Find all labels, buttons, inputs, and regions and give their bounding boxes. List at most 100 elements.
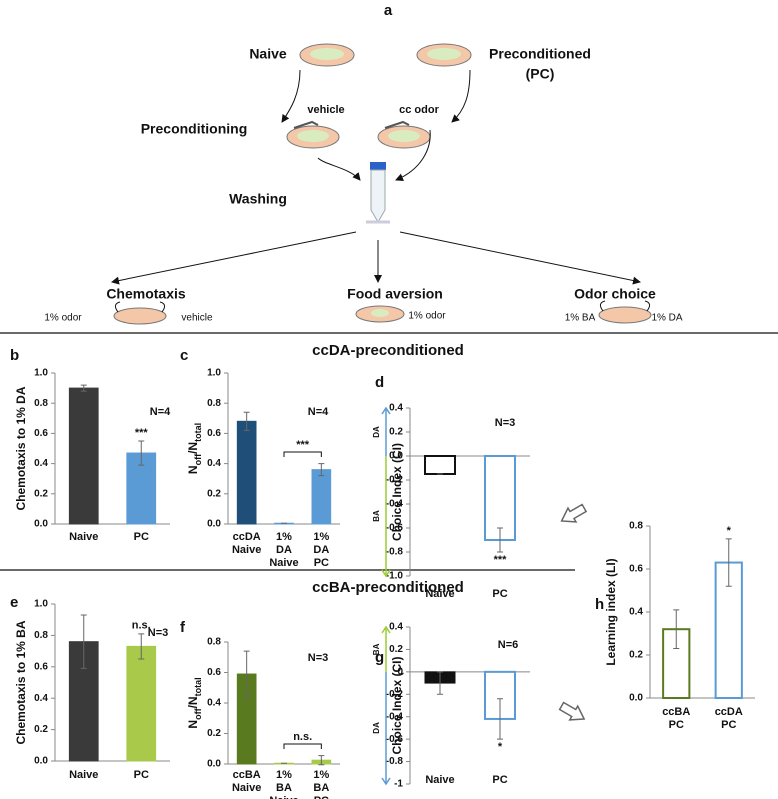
assay-label: 1% DA — [651, 313, 682, 324]
x-tick-label-line: PC — [669, 719, 684, 731]
arrow-head — [381, 777, 391, 786]
tube — [366, 162, 390, 224]
group-label: Naive — [249, 46, 287, 62]
x-tick-label-line: 1% — [313, 769, 329, 781]
dish — [598, 300, 652, 324]
panel-a: a Naive Preconditioned (PC) Precondition… — [44, 2, 683, 325]
assay-title: Food aversion — [347, 286, 443, 302]
panel-label: e — [10, 594, 18, 611]
x-tick-label-line: 1% — [276, 769, 292, 781]
x-tick-label-line: BA — [276, 782, 292, 794]
y-tick-label: 0.6 — [207, 667, 221, 678]
y-tick-label: 0.0 — [207, 759, 221, 770]
error-bar — [725, 538, 732, 587]
y-tick-label: -0.4 — [386, 499, 404, 510]
y-tick-label: 1.0 — [34, 599, 48, 610]
chart: g 0.4 0.2 0 -0.2 -0.4 -0.6 -0.8 -1 Choice Index (… — [372, 622, 530, 790]
x-tick-label-line: PC — [721, 719, 736, 731]
arrow — [281, 69, 301, 123]
direction-label: BA — [372, 510, 381, 522]
y-tick-label: 0.2 — [34, 488, 48, 499]
y-axis-label-part: N — [186, 465, 200, 474]
y-tick-label: 0.8 — [629, 521, 643, 532]
y-tick-label: 0.0 — [207, 519, 221, 530]
n-label: N=3 — [495, 417, 516, 429]
y-axis-label-part: Learning index (LI) — [604, 558, 618, 665]
y-axis-label-part: /N — [186, 442, 200, 454]
error-bar — [673, 609, 680, 650]
assay-label: 1% BA — [565, 313, 596, 324]
group-label: Preconditioned — [489, 46, 591, 62]
y-tick-label: 0.0 — [34, 756, 48, 767]
dish — [299, 43, 355, 67]
y-axis-label: Noff/Ntotal — [186, 677, 203, 728]
y-tick-label: 0.8 — [207, 637, 221, 648]
dish — [416, 43, 472, 67]
y-tick-label: 0.6 — [629, 564, 643, 575]
x-tick-label: Naive — [425, 588, 454, 600]
x-tick-label: 1% DA Naive — [269, 531, 298, 569]
error-bar — [80, 614, 87, 669]
significance: n.s. — [293, 731, 312, 743]
y-tick-label: -0.8 — [386, 756, 404, 767]
chart: d 0.4 0.2 0.0 -0.2 -0.4 -0.6 -0.8 -1.0 Choice Ind… — [372, 374, 530, 600]
bar — [424, 455, 456, 475]
bracket — [283, 743, 322, 749]
error-bar — [318, 463, 325, 477]
n-label: N=3 — [148, 627, 169, 639]
y-tick-label: -1.0 — [386, 571, 404, 582]
arrow — [395, 129, 431, 181]
y-tick-label: 0.6 — [207, 428, 221, 439]
x-tick-label: ccBA PC — [662, 706, 690, 731]
y-tick-label: 0.4 — [389, 403, 403, 414]
step-label: Washing — [229, 191, 287, 207]
y-tick-label: 0.2 — [207, 728, 221, 739]
y-tick-label: -0.2 — [386, 475, 404, 486]
y-axis-label-part: N — [186, 720, 200, 729]
y-axis-label: Chemotaxis to 1% DA — [14, 386, 28, 510]
x-tick-label-line: Naive — [269, 557, 298, 569]
x-tick-label-line: ccDA — [715, 706, 743, 718]
x-tick-label: PC — [134, 531, 149, 543]
panel-label: g — [375, 649, 384, 666]
y-axis-label-part: off — [193, 453, 203, 465]
bar — [68, 387, 99, 525]
y-tick-label: -0.8 — [386, 547, 404, 558]
significance: * — [498, 741, 503, 753]
y-axis-label-part: Chemotaxis to 1% DA — [14, 386, 28, 510]
significance: *** — [296, 439, 310, 451]
y-tick-label: 0.8 — [207, 398, 221, 409]
y-tick-label: -0.2 — [386, 689, 404, 700]
x-tick-label: Naive — [69, 769, 98, 781]
assay-label: vehicle — [181, 313, 213, 324]
y-tick-label: -1 — [394, 779, 403, 790]
arrow — [317, 157, 361, 181]
y-tick-label: 0.4 — [207, 698, 221, 709]
x-tick-label-line: PC — [314, 557, 329, 569]
arrow-head — [381, 569, 391, 578]
panel-label: h — [595, 596, 604, 613]
y-tick-label: 0.4 — [629, 607, 643, 618]
assay-label: 1% odor — [44, 313, 82, 324]
dish — [377, 120, 431, 149]
n-label: N=4 — [308, 406, 329, 418]
y-tick-label: 0.2 — [389, 427, 403, 438]
error-bar — [243, 411, 250, 431]
chart: b 0.0 0.2 0.4 0.6 0.8 1.0 Chemotaxis to 1% DA Na… — [10, 347, 171, 543]
error-bar — [437, 671, 443, 695]
y-axis-label-part: /N — [186, 696, 200, 708]
y-tick-label: 0.6 — [34, 428, 48, 439]
x-tick-label: ccDA Naive — [232, 531, 261, 556]
n-label: N=4 — [150, 406, 171, 418]
y-tick-label: 0.4 — [389, 622, 403, 633]
bracket — [283, 451, 322, 457]
y-axis-label: Chemotaxis to 1% BA — [14, 620, 28, 744]
y-tick-label: -0.6 — [386, 734, 404, 745]
x-tick-label-line: ccBA — [233, 769, 261, 781]
y-tick-label: 0 — [397, 666, 403, 677]
bar — [311, 469, 332, 525]
y-axis-label: Choice Index (CI) — [390, 656, 404, 754]
